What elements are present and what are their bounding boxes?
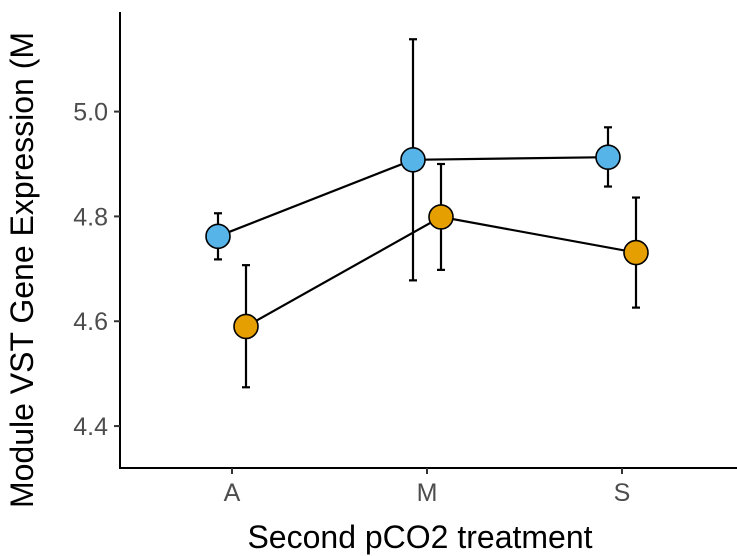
data-point (205, 223, 231, 250)
x-tick-label: S (614, 479, 631, 507)
y-tick-label: 5.0 (73, 99, 108, 127)
y-axis: 4.4 4.6 4.8 5.0 (73, 99, 120, 441)
series-1 (205, 38, 621, 282)
x-tick-label: A (224, 479, 241, 507)
x-axis-title: Second pCO2 treatment (247, 519, 592, 555)
y-tick-label: 4.6 (73, 308, 108, 336)
y-tick-label: 4.4 (73, 413, 108, 441)
data-point (428, 204, 454, 230)
series-2 (233, 162, 649, 389)
data-point (400, 147, 426, 173)
data-point (623, 239, 649, 266)
data-point (595, 144, 621, 170)
y-tick-label: 4.8 (73, 203, 108, 231)
data-point (233, 313, 259, 340)
y-axis-title: Module VST Gene Expression (M (4, 32, 40, 508)
plot-area (205, 38, 649, 389)
x-tick-label: M (417, 479, 438, 507)
